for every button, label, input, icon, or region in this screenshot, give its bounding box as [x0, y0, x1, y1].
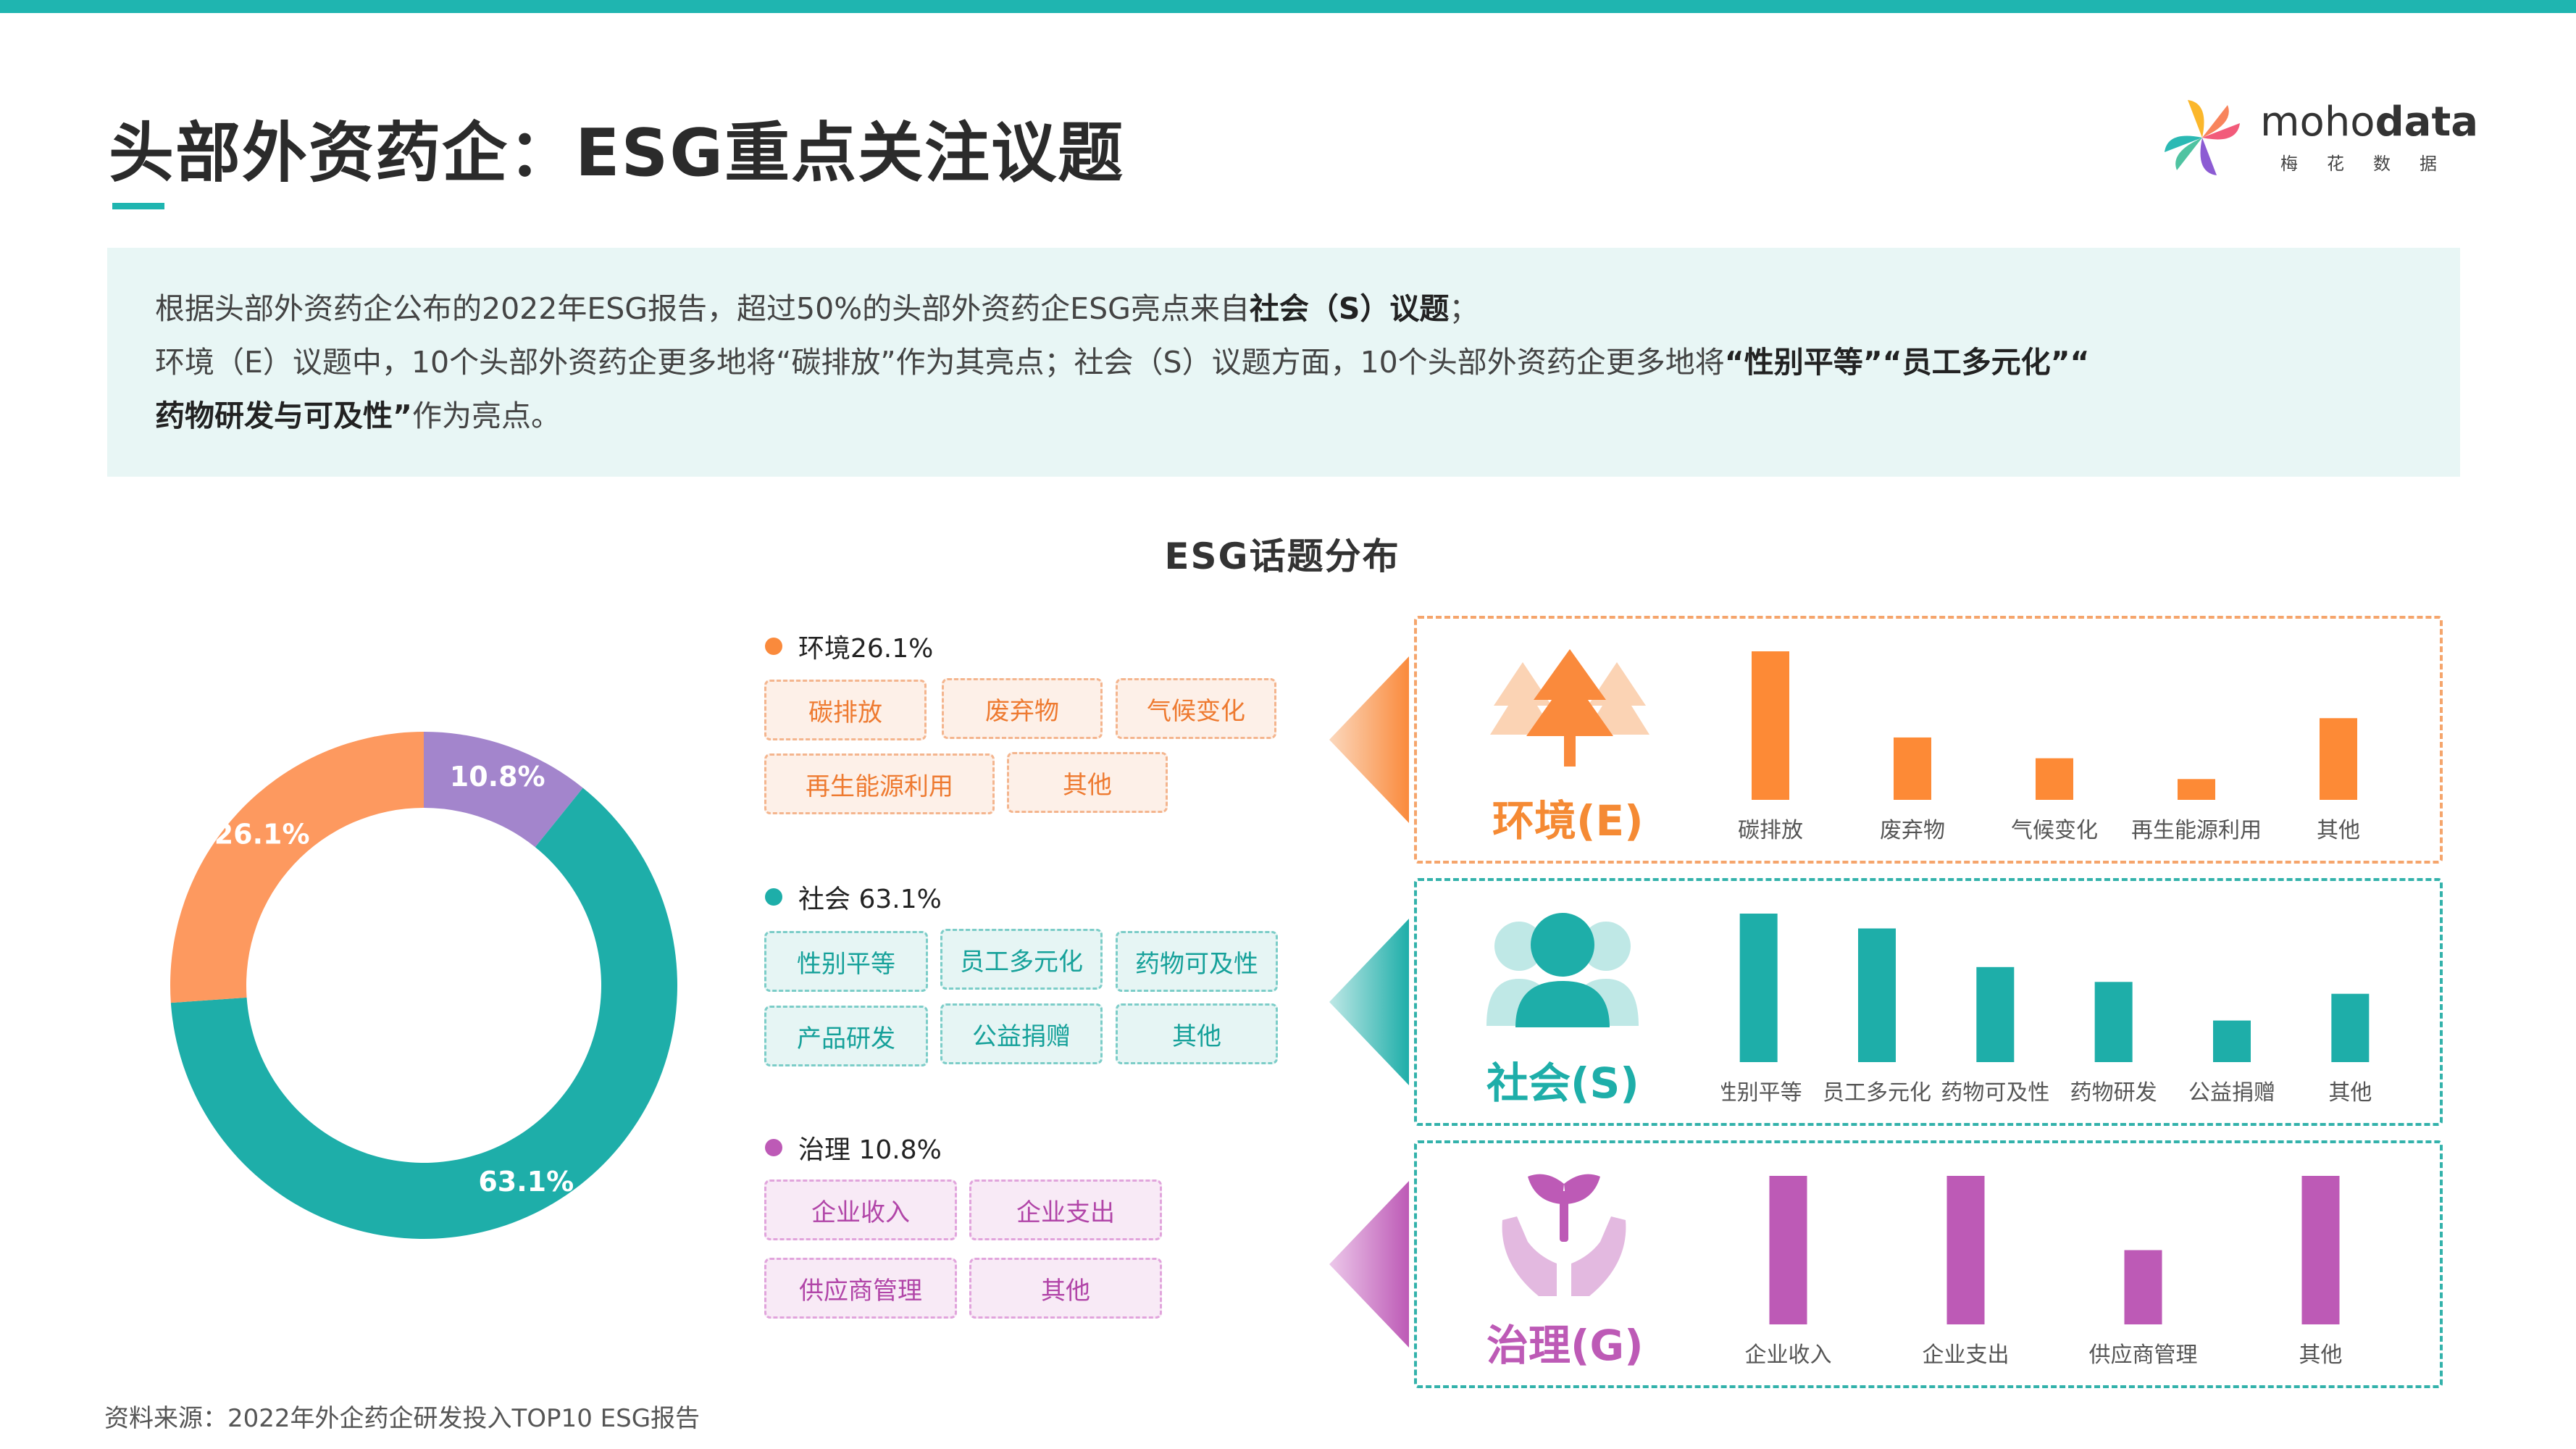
logo-wordmark: mohodata	[2260, 99, 2479, 146]
hands-sprout-icon	[1502, 1174, 1626, 1296]
tag-drug-accessibility: 药物可及性	[1116, 931, 1278, 992]
donut-slice-social	[170, 788, 677, 1239]
bar-企业收入	[1769, 1176, 1807, 1324]
bar-供应商管理	[2124, 1250, 2162, 1324]
title-underline	[112, 203, 164, 209]
governance-bar-chart: 企业收入 企业支出 供应商管理 其他	[1745, 1176, 2343, 1368]
bar-label-气候变化: 气候变化	[2011, 818, 2098, 843]
tag-supplier-management: 供应商管理	[764, 1258, 957, 1319]
bar-label-其他: 其他	[2328, 1080, 2372, 1106]
donut-chart: 10.8% 63.1% 26.1%	[170, 732, 677, 1239]
governance-arrow-icon	[1329, 1181, 1409, 1348]
page-title: 头部外资药企：ESG重点关注议题	[109, 115, 1125, 191]
donut-slice-environment	[170, 732, 424, 1003]
bar-label-其他: 其他	[2299, 1342, 2343, 1368]
governance-panel: 治理(G) 企业收入 企业支出 供应商管理 其他	[1414, 1140, 2443, 1388]
bar-气候变化	[2036, 758, 2073, 800]
summary-box: 根据头部外资药企公布的2022年ESG报告，超过50%的头部外资药企ESG亮点来…	[107, 248, 2460, 477]
environment-label: 环境(E)	[1492, 796, 1644, 845]
bar-公益捐赠	[2213, 1020, 2251, 1062]
tag-charity-donation: 公益捐赠	[940, 1003, 1103, 1064]
category-head-social: 社会 63.1%	[765, 878, 942, 916]
bar-label-供应商管理: 供应商管理	[2089, 1342, 2198, 1368]
bar-再生能源利用	[2178, 779, 2215, 800]
environment-bar-chart: 碳排放 废弃物 气候变化 再生能源利用 其他	[1738, 651, 2360, 843]
bar-label-企业支出: 企业支出	[1923, 1342, 2010, 1368]
tag-gender-equality: 性别平等	[764, 931, 928, 992]
bar-员工多元化	[1858, 928, 1896, 1062]
bar-其他	[2331, 993, 2370, 1062]
governance-dot	[765, 1139, 782, 1156]
environment-panel: 环境(E) 碳排放 废弃物 气候变化 再生能源利用 其他	[1414, 616, 2443, 864]
donut-label-governance: 10.8%	[450, 761, 545, 793]
social-arrow-icon	[1329, 919, 1409, 1085]
bar-企业支出	[1946, 1176, 1985, 1324]
tag-waste: 废弃物	[942, 678, 1103, 739]
mohodata-logo: mohodata 梅花数据	[2159, 94, 2478, 181]
bar-label-其他: 其他	[2317, 818, 2360, 843]
bar-药物可及性	[1976, 966, 2015, 1062]
tag-climate-change: 气候变化	[1116, 678, 1276, 739]
donut-slice-governance	[424, 732, 583, 848]
bar-废弃物	[1894, 737, 1931, 800]
bar-label-企业收入: 企业收入	[1745, 1342, 1832, 1368]
tag-governance-other: 其他	[969, 1258, 1162, 1319]
tag-renewable-energy: 再生能源利用	[764, 753, 995, 814]
trees-icon	[1490, 649, 1649, 767]
tag-product-rd: 产品研发	[764, 1006, 928, 1066]
bar-碳排放	[1752, 651, 1789, 800]
top-accent-bar	[0, 0, 2576, 13]
bar-label-再生能源利用: 再生能源利用	[2131, 818, 2262, 843]
tag-workforce-diversity: 员工多元化	[940, 929, 1103, 990]
summary-line-2: 环境（E）议题中，10个头部外资药企更多地将“碳排放”作为其亮点；社会（S）议题…	[155, 345, 2090, 380]
summary-line-3: 药物研发与可及性”作为亮点。	[155, 398, 561, 433]
bar-label-公益捐赠: 公益捐赠	[2188, 1080, 2275, 1106]
bar-label-性别平等: 性别平等	[1721, 1080, 1802, 1106]
social-bar-chart: 性别平等 员工多元化 药物可及性 药物研发 公益捐赠 其他	[1721, 914, 2372, 1106]
chart-title: ESG话题分布	[1164, 535, 1400, 577]
donut-label-social: 63.1%	[478, 1166, 574, 1198]
bar-label-药物研发: 药物研发	[2070, 1080, 2157, 1106]
tag-corporate-revenue: 企业收入	[764, 1179, 957, 1240]
category-head-environment: 环境26.1%	[765, 627, 933, 665]
environment-dot	[765, 638, 782, 655]
donut-label-environment: 26.1%	[214, 819, 310, 851]
bar-label-碳排放: 碳排放	[1738, 818, 1803, 843]
pinwheel-logo-icon	[2165, 100, 2240, 175]
bar-label-废弃物: 废弃物	[1880, 818, 1945, 843]
governance-label: 治理(G)	[1486, 1321, 1644, 1370]
tag-corporate-expenditure: 企业支出	[969, 1179, 1162, 1240]
bar-药物研发	[2094, 982, 2133, 1062]
bar-其他	[2301, 1176, 2340, 1324]
source-footnote: 资料来源：2022年外企药企研发投入TOP10 ESG报告	[104, 1404, 701, 1433]
social-dot	[765, 888, 782, 906]
summary-line-1: 根据头部外资药企公布的2022年ESG报告，超过50%的头部外资药企ESG亮点来…	[155, 291, 1479, 326]
bar-性别平等	[1739, 914, 1778, 1062]
people-icon	[1486, 913, 1639, 1027]
bar-其他	[2320, 718, 2357, 800]
bar-label-药物可及性: 药物可及性	[1941, 1080, 2049, 1106]
tag-environment-other: 其他	[1007, 752, 1168, 813]
environment-arrow-icon	[1329, 656, 1409, 823]
social-label: 社会(S)	[1486, 1058, 1639, 1108]
social-panel: 社会(S) 性别平等 员工多元化 药物可及性 药物研发 公益捐赠 其他	[1414, 878, 2443, 1126]
bar-label-员工多元化: 员工多元化	[1823, 1080, 1931, 1106]
tag-social-other: 其他	[1116, 1003, 1278, 1064]
category-head-governance: 治理 10.8%	[765, 1129, 942, 1166]
tag-carbon-emission: 碳排放	[764, 680, 927, 740]
logo-subtitle: 梅花数据	[2280, 154, 2466, 174]
